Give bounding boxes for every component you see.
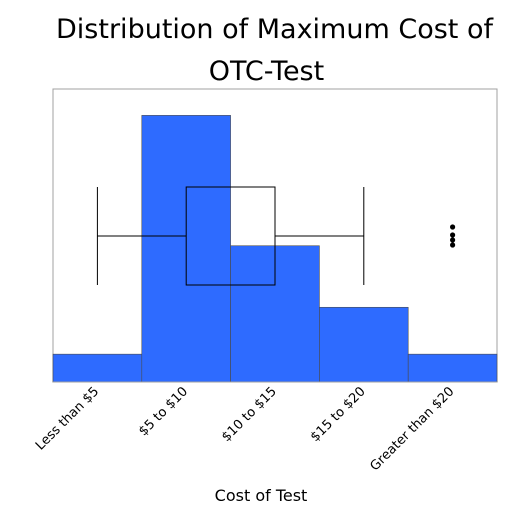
iqr-box [185,186,276,286]
x-tick-label-4: Greater than $20 [368,384,458,474]
outlier-point-2 [450,232,456,238]
x-tick-label-2: $10 to $15 [219,384,280,445]
bar-0 [52,353,143,383]
x-tick-label-0: Less than $5 [33,384,102,453]
tick-labels-group: Less than $5 $5 to $10 $10 to $15 $15 to $2… [33,384,457,474]
outlier-point-3 [450,237,456,243]
outlier-point-1 [450,224,456,230]
bar-3 [319,306,409,383]
boxplot-group [96,186,456,286]
x-tick-label-3: $15 to $20 [308,384,369,445]
x-axis-title: Cost of Test [215,486,308,505]
outlier-point-4 [450,242,456,248]
chart-title-line-1: Distribution of Maximum Cost of [56,14,493,45]
chart-title-line-2: OTC-Test [208,56,325,87]
bar-4 [407,353,498,383]
x-tick-label-1: $5 to $10 [136,384,191,439]
